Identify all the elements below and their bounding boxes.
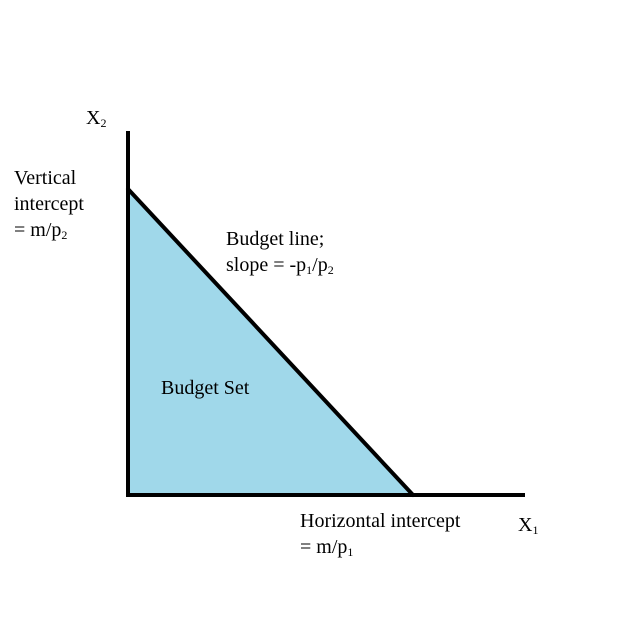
budget-line-title: Budget line; xyxy=(226,228,325,250)
horizontal-intercept-line2: = m/p1 xyxy=(300,536,354,559)
budget-set-label: Budget Set xyxy=(161,377,250,399)
budget-line-slope: slope = -p1/p2 xyxy=(226,254,334,277)
x-axis-label: X1 xyxy=(518,514,539,537)
vertical-intercept-line2: intercept xyxy=(14,193,84,215)
horizontal-intercept-line1: Horizontal intercept xyxy=(300,510,461,532)
budget-line-label: Budget line; slope = -p1/p2 xyxy=(226,226,334,283)
vertical-intercept-line1: Vertical xyxy=(14,167,77,189)
vertical-intercept-label: Vertical intercept = m/p2 xyxy=(14,165,84,248)
budget-line xyxy=(126,187,415,497)
y-axis-label: X2 xyxy=(86,107,107,130)
horizontal-intercept-label: Horizontal intercept = m/p1 xyxy=(300,508,461,565)
vertical-intercept-line3: = m/p2 xyxy=(14,219,68,242)
